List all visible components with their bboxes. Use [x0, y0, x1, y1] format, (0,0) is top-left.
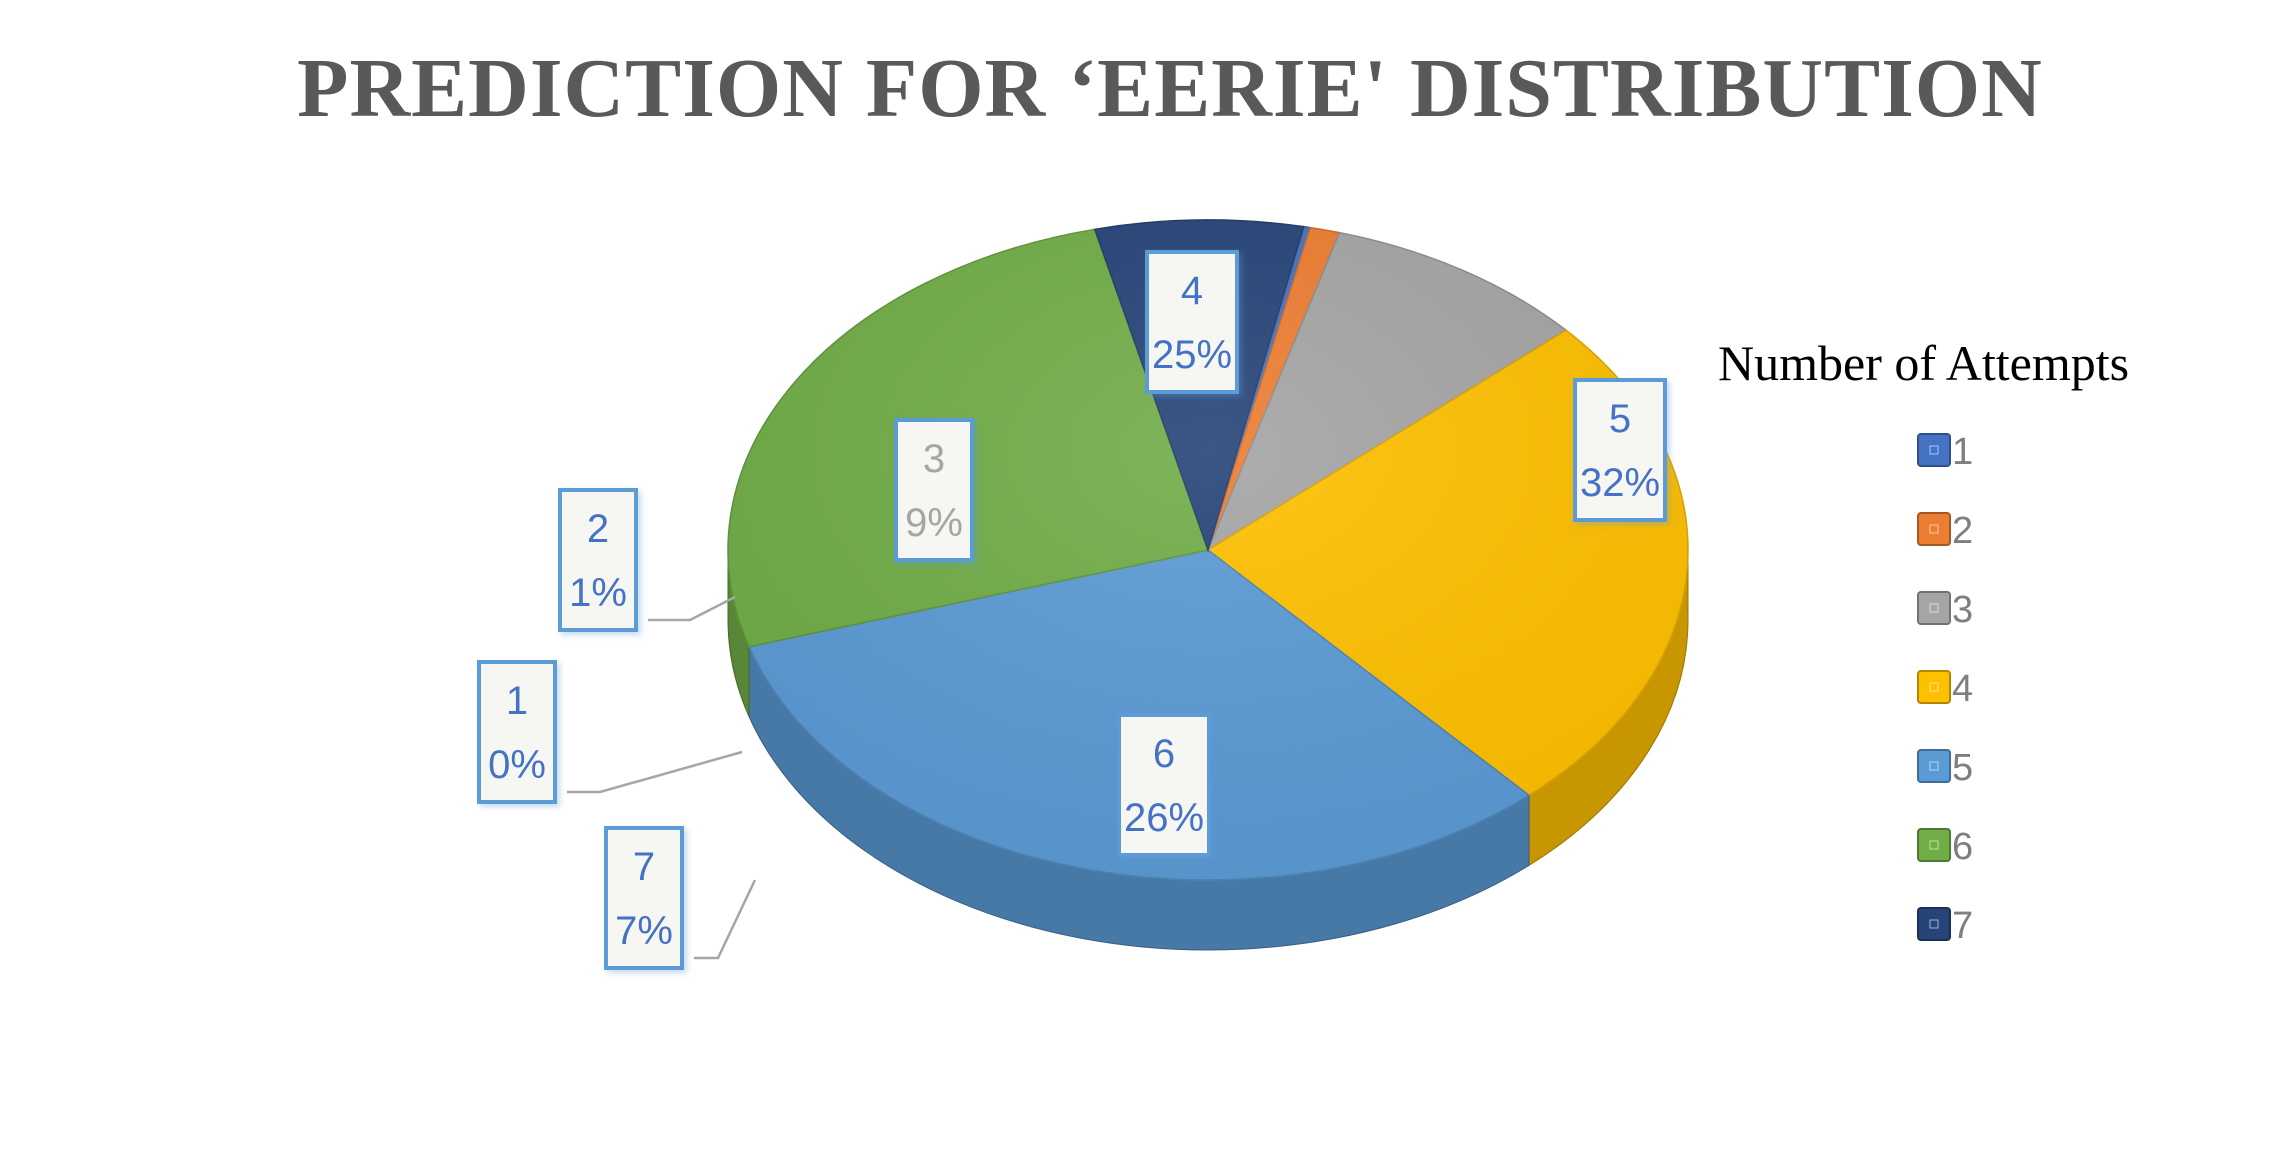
legend-item-2: 2 [1917, 510, 1973, 552]
data-label-percent: 9% [905, 501, 963, 545]
legend-item-3: 3 [1917, 589, 1973, 631]
data-label-category: 4 [1181, 269, 1203, 313]
data-label-box [1573, 378, 1667, 522]
data-label-box [604, 826, 684, 970]
legend-label: 4 [1952, 668, 1973, 710]
legend-swatch-mark [1929, 919, 1939, 929]
data-labels: 10%21%39%425%532%626%77% [477, 250, 1667, 970]
data-label-3: 39% [894, 418, 974, 562]
legend-item-1: 1 [1917, 431, 1973, 473]
leader-line-2 [648, 595, 736, 622]
legend-swatch-mark [1929, 761, 1939, 771]
data-label-percent: 1% [569, 571, 627, 615]
legend-label: 7 [1952, 905, 1973, 947]
data-label-box [558, 488, 638, 632]
data-label-box [1145, 250, 1239, 394]
data-label-6: 626% [1117, 713, 1211, 857]
data-label-7: 77% [604, 826, 684, 970]
legend: Number of Attempts 1 2 3 4 5 6 7 [1718, 335, 2129, 947]
data-label-category: 7 [633, 845, 655, 889]
data-label-percent: 26% [1124, 796, 1204, 840]
legend-swatch-mark [1929, 682, 1939, 692]
data-label-5: 532% [1573, 378, 1667, 522]
data-label-box [894, 418, 974, 562]
leader-line-7 [694, 879, 757, 960]
data-label-2: 21% [558, 488, 638, 632]
data-label-category: 6 [1153, 732, 1175, 776]
data-label-category: 2 [587, 507, 609, 551]
leader-lines [567, 595, 757, 960]
data-label-category: 1 [506, 679, 528, 723]
data-label-category: 3 [923, 437, 945, 481]
legend-swatch-mark [1929, 524, 1939, 534]
legend-swatch-mark [1929, 445, 1939, 455]
legend-label: 3 [1952, 589, 1973, 631]
legend-label: 2 [1952, 510, 1973, 552]
legend-title: Number of Attempts [1718, 335, 2129, 391]
leader-line-1 [567, 750, 743, 794]
data-label-percent: 25% [1152, 333, 1232, 377]
legend-label: 6 [1952, 826, 1973, 868]
legend-swatch-mark [1929, 603, 1939, 613]
legend-item-4: 4 [1917, 668, 1973, 710]
chart-title: PREDICTION FOR ‘EERIE' DISTRIBUTION [297, 42, 2043, 135]
legend-item-7: 7 [1917, 905, 1973, 947]
data-label-box [1117, 713, 1211, 857]
data-label-box [477, 660, 557, 804]
legend-label: 1 [1952, 431, 1973, 473]
data-label-percent: 0% [488, 743, 546, 787]
legend-label: 5 [1952, 747, 1973, 789]
data-label-1: 10% [477, 660, 557, 804]
data-label-category: 5 [1609, 397, 1631, 441]
legend-swatch-mark [1929, 840, 1939, 850]
legend-item-6: 6 [1917, 826, 1973, 868]
data-label-4: 425% [1145, 250, 1239, 394]
legend-item-5: 5 [1917, 747, 1973, 789]
data-label-percent: 32% [1580, 461, 1660, 505]
data-label-percent: 7% [615, 909, 673, 953]
legend-items: 1 2 3 4 5 6 7 [1917, 431, 1973, 947]
